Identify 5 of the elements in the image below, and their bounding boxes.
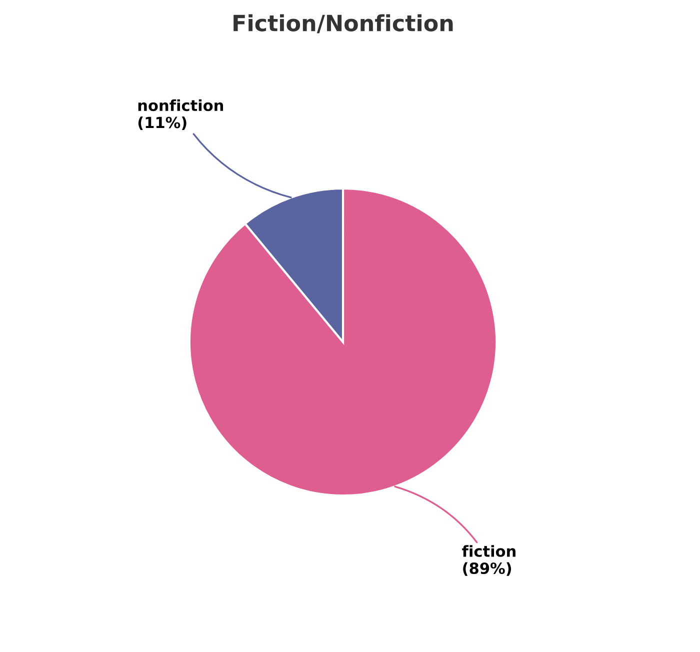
chart-title: Fiction/Nonfiction bbox=[234, 14, 453, 34]
slice-label: nonfiction bbox=[138, 99, 224, 112]
data-label: (89%) bbox=[463, 562, 512, 576]
slice-label: fiction bbox=[462, 545, 516, 557]
data-label: (11%) bbox=[138, 116, 186, 130]
